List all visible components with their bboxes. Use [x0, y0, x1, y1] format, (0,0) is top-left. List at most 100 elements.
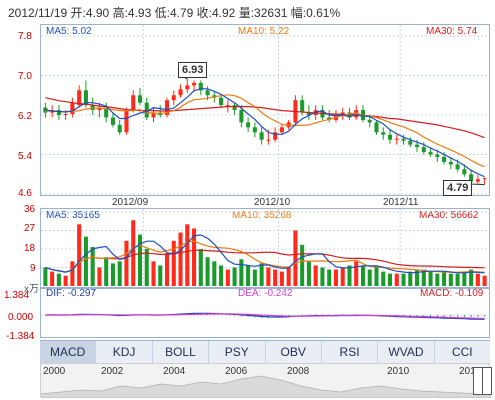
price-xtick-0: 2012/09 [112, 197, 149, 208]
candle-body [455, 164, 460, 170]
tab-wvad[interactable]: WVAD [378, 341, 435, 363]
candle-body [475, 179, 480, 182]
candle-body [306, 112, 311, 115]
tab-kdj[interactable]: KDJ [96, 341, 153, 363]
volume-ma10-label: MA10: 35268 [232, 210, 292, 221]
volume-bar [448, 273, 453, 286]
volume-bar [171, 240, 176, 286]
candle-body [225, 105, 230, 107]
volume-bar [273, 269, 278, 286]
volume-bar [164, 253, 170, 286]
candle-body [374, 122, 379, 133]
macd-layer [45, 312, 486, 320]
candle-body [482, 178, 487, 180]
candle-body [300, 100, 305, 113]
candle-body [198, 82, 203, 91]
volume-bar [455, 273, 460, 286]
volume-bar [475, 273, 480, 286]
tab-cci[interactable]: CCI [451, 345, 473, 359]
volume-bar [144, 249, 149, 286]
ma10-line [45, 94, 485, 168]
candle-body [394, 138, 399, 140]
header-low: 4.79 [169, 6, 194, 20]
volume-bar [104, 257, 109, 286]
volume-bar [70, 261, 75, 286]
volume-bar [178, 232, 183, 286]
tab-obv[interactable]: OBV [266, 341, 322, 363]
candle-body [117, 124, 122, 133]
tab-boll[interactable]: BOLL [153, 341, 210, 363]
candle-body [56, 110, 61, 115]
candle-body [171, 95, 176, 101]
callout-layer [179, 74, 485, 186]
volume-bar [435, 273, 440, 286]
timeline-navigator[interactable]: 2000 2002 2004 2006 2008 2010 201 [40, 363, 492, 398]
timeline-year-1: 2002 [101, 366, 124, 377]
candle-layer [43, 78, 487, 185]
volume-layer [43, 220, 487, 286]
tab-psy[interactable]: PSY [209, 341, 266, 363]
price-xtick-1: 2012/10 [254, 197, 291, 208]
volume-panel [40, 208, 490, 288]
candle-body [340, 112, 345, 115]
candle-body [415, 144, 420, 148]
volume-bar [306, 261, 311, 286]
volume-bar [246, 265, 251, 286]
header-open-label: 开: [70, 6, 86, 20]
volume-bar [83, 236, 88, 286]
header-high-label: 高: [112, 6, 128, 20]
volume-ma5-line [45, 234, 485, 274]
candle-body [43, 107, 48, 113]
candle-body [83, 90, 88, 106]
macd-dea-line [45, 313, 485, 320]
header-volume-label: 量: [238, 6, 255, 20]
volume-bar [266, 267, 271, 286]
volume-bar [77, 224, 82, 286]
timeline-handle-right[interactable] [482, 367, 492, 395]
volume-bar [232, 267, 237, 286]
candle-body [185, 85, 190, 90]
volume-bar [63, 275, 68, 286]
candle-body [273, 132, 278, 140]
tab-macd[interactable]: MACD [40, 341, 97, 363]
volume-bar [198, 249, 203, 286]
tab-rsi[interactable]: RSI [322, 341, 379, 363]
candle-body [110, 117, 115, 125]
candle-body [462, 169, 467, 175]
candle-body [259, 132, 264, 140]
volume-bar [185, 224, 190, 286]
volume-ytick-2: 18 [24, 243, 36, 254]
candle-body [232, 105, 237, 111]
price-ytick-2: 6.2 [18, 111, 32, 122]
timeline-year-4: 2008 [287, 366, 310, 377]
price-ma5-label: MA5: 5.02 [46, 26, 92, 37]
volume-bar [428, 271, 433, 286]
volume-bar [354, 261, 359, 286]
volume-bar [347, 265, 352, 286]
volume-bar [212, 261, 217, 286]
timeline-year-2: 2004 [163, 366, 186, 377]
candle-body [151, 112, 156, 118]
candle-body [401, 138, 406, 141]
price-ma30-label: MA30: 5.74 [426, 26, 478, 37]
header-open: 4.90 [85, 6, 110, 20]
price-ytick-0: 7.8 [18, 31, 32, 42]
timeline-year-3: 2006 [225, 366, 248, 377]
price-ytick-3: 5.4 [18, 151, 32, 162]
volume-bar [239, 259, 244, 286]
candle-body [137, 95, 143, 103]
candle-body [70, 102, 75, 115]
volume-bar [286, 267, 291, 286]
volume-bar [192, 228, 197, 286]
volume-bar [415, 269, 420, 286]
volume-bar [110, 263, 115, 286]
volume-bar [117, 261, 122, 286]
volume-bar [131, 220, 136, 286]
volume-bar [360, 265, 366, 286]
candle-body [435, 154, 440, 157]
candle-body [131, 95, 136, 111]
volume-bar [300, 244, 305, 286]
volume-bar [137, 234, 143, 286]
price-ytick-4: 4.6 [18, 188, 32, 199]
